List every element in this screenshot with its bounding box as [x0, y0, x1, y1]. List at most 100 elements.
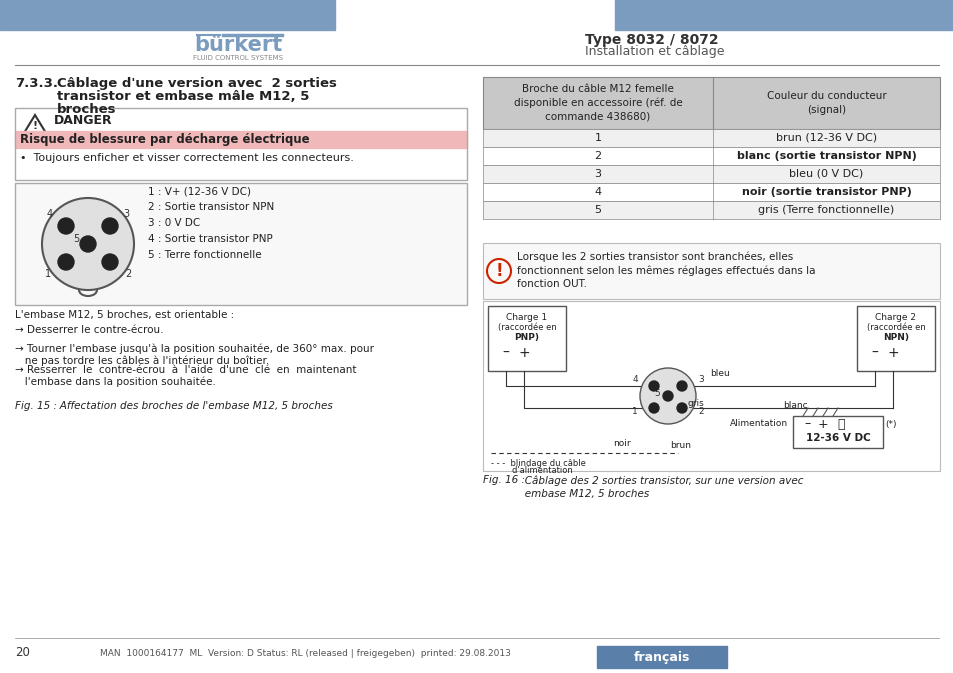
Text: 1: 1 — [594, 133, 601, 143]
Bar — [482, 301, 939, 471]
Text: +: + — [817, 417, 827, 431]
Bar — [482, 243, 939, 299]
Text: noir: noir — [613, 439, 630, 448]
Text: bleu: bleu — [709, 369, 729, 378]
Text: → Resserrer  le  contre-écrou  à  l'aide  d'une  clé  en  maintenant
   l'embase: → Resserrer le contre-écrou à l'aide d'u… — [15, 365, 356, 387]
Text: 2: 2 — [125, 269, 131, 279]
Text: Câblage des 2 sorties transistor, sur une version avec
   embase M12, 5 broches: Câblage des 2 sorties transistor, sur un… — [515, 475, 802, 499]
Text: 12-36 V DC: 12-36 V DC — [804, 433, 869, 443]
Text: noir (sortie transistor PNP): noir (sortie transistor PNP) — [740, 187, 910, 197]
Bar — [15, 131, 467, 148]
Circle shape — [58, 254, 74, 270]
Text: 5 : Terre fonctionnelle: 5 : Terre fonctionnelle — [148, 250, 261, 260]
Text: 4: 4 — [594, 187, 601, 197]
Text: !: ! — [495, 262, 502, 280]
Circle shape — [58, 218, 74, 234]
Text: 3 : 0 V DC: 3 : 0 V DC — [148, 218, 200, 228]
Text: Câblage d'une version avec  2 sorties: Câblage d'une version avec 2 sorties — [57, 77, 336, 90]
Text: brun (12-36 V DC): brun (12-36 V DC) — [775, 133, 876, 143]
Text: 5: 5 — [654, 390, 659, 398]
Text: 20: 20 — [15, 647, 30, 660]
Text: –: – — [804, 417, 810, 431]
Text: 4 : Sortie transistor PNP: 4 : Sortie transistor PNP — [148, 234, 273, 244]
Circle shape — [662, 391, 672, 401]
Circle shape — [102, 218, 118, 234]
Circle shape — [639, 368, 696, 424]
Text: Fig. 15 :: Fig. 15 : — [15, 401, 57, 411]
Text: Broche du câble M12 femelle
disponible en accessoire (réf. de
commande 438680): Broche du câble M12 femelle disponible e… — [513, 84, 681, 122]
Circle shape — [648, 403, 659, 413]
Circle shape — [80, 236, 96, 252]
Bar — [0, 0, 335, 30]
Text: Charge 1: Charge 1 — [506, 313, 547, 322]
Text: blanc (sortie transistor NPN): blanc (sortie transistor NPN) — [736, 151, 916, 161]
Bar — [482, 129, 939, 147]
Text: –: – — [502, 346, 509, 360]
Text: 2 : Sortie transistor NPN: 2 : Sortie transistor NPN — [148, 202, 274, 212]
Text: broches: broches — [57, 103, 116, 116]
Circle shape — [677, 403, 686, 413]
Text: MAN  1000164177  ML  Version: D Status: RL (released | freigegeben)  printed: 29: MAN 1000164177 ML Version: D Status: RL … — [100, 649, 511, 658]
Text: 1: 1 — [632, 407, 638, 417]
Text: d'alimentation: d'alimentation — [491, 466, 572, 475]
Text: PNP): PNP) — [514, 333, 539, 342]
Text: → Desserrer le contre-écrou.: → Desserrer le contre-écrou. — [15, 325, 163, 335]
Text: Fig. 16 :: Fig. 16 : — [482, 475, 524, 485]
Text: transistor et embase mâle M12, 5: transistor et embase mâle M12, 5 — [57, 90, 309, 103]
Text: !: ! — [32, 121, 37, 131]
Text: (*): (*) — [884, 419, 896, 429]
Bar — [482, 77, 939, 129]
Text: +: + — [517, 346, 529, 360]
Bar — [597, 646, 726, 668]
Text: 5: 5 — [594, 205, 601, 215]
Text: (raccordée en: (raccordée en — [497, 323, 556, 332]
Text: •  Toujours enficher et visser correctement les connecteurs.: • Toujours enficher et visser correcteme… — [20, 153, 354, 163]
Text: Charge 2: Charge 2 — [875, 313, 916, 322]
Text: ⏚: ⏚ — [837, 417, 843, 431]
Text: 7.3.3.: 7.3.3. — [15, 77, 58, 90]
Bar — [482, 147, 939, 165]
Text: Risque de blessure par décharge électrique: Risque de blessure par décharge électriq… — [20, 133, 310, 146]
Text: 4: 4 — [632, 376, 638, 384]
Circle shape — [648, 381, 659, 391]
Bar — [15, 183, 467, 305]
Circle shape — [677, 381, 686, 391]
Text: brun: brun — [669, 441, 690, 450]
Text: 3: 3 — [698, 376, 703, 384]
Text: FLUID CONTROL SYSTEMS: FLUID CONTROL SYSTEMS — [193, 55, 283, 61]
Bar — [488, 306, 565, 371]
Text: Affectation des broches de l'embase M12, 5 broches: Affectation des broches de l'embase M12,… — [50, 401, 333, 411]
Text: blanc: blanc — [782, 402, 807, 411]
Bar — [482, 165, 939, 183]
Text: 4: 4 — [47, 209, 53, 219]
Text: gris (Terre fonctionnelle): gris (Terre fonctionnelle) — [758, 205, 894, 215]
Text: - - -  blindage du câble: - - - blindage du câble — [491, 459, 585, 468]
Text: –: – — [871, 346, 878, 360]
Text: L'embase M12, 5 broches, est orientable :: L'embase M12, 5 broches, est orientable … — [15, 310, 234, 320]
Text: (raccordée en: (raccordée en — [865, 323, 924, 332]
Text: Installation et câblage: Installation et câblage — [584, 46, 723, 59]
Text: → Tourner l'embase jusqu'à la position souhaitée, de 360° max. pour
   ne pas to: → Tourner l'embase jusqu'à la position s… — [15, 343, 374, 365]
Bar — [856, 306, 934, 371]
Text: 2: 2 — [594, 151, 601, 161]
Circle shape — [42, 198, 133, 290]
Text: Lorsque les 2 sorties transistor sont branchées, elles
fonctionnent selon les mê: Lorsque les 2 sorties transistor sont br… — [517, 251, 815, 289]
Text: français: français — [633, 651, 689, 664]
Text: Alimentation: Alimentation — [729, 419, 787, 429]
Text: bleu (0 V DC): bleu (0 V DC) — [788, 169, 862, 179]
Circle shape — [102, 254, 118, 270]
Text: 3: 3 — [594, 169, 601, 179]
Bar — [615, 0, 953, 30]
Text: Type 8032 / 8072: Type 8032 / 8072 — [584, 33, 718, 47]
Text: 1 : V+ (12-36 V DC): 1 : V+ (12-36 V DC) — [148, 186, 251, 196]
Text: gris: gris — [687, 400, 704, 409]
Bar — [792, 416, 882, 448]
Text: 1: 1 — [45, 269, 51, 279]
Text: bürkert: bürkert — [193, 35, 282, 55]
Text: 3: 3 — [123, 209, 129, 219]
Text: 5: 5 — [72, 234, 79, 244]
Bar — [15, 108, 467, 180]
Text: NPN): NPN) — [882, 333, 908, 342]
Bar — [482, 183, 939, 201]
Text: +: + — [886, 346, 898, 360]
